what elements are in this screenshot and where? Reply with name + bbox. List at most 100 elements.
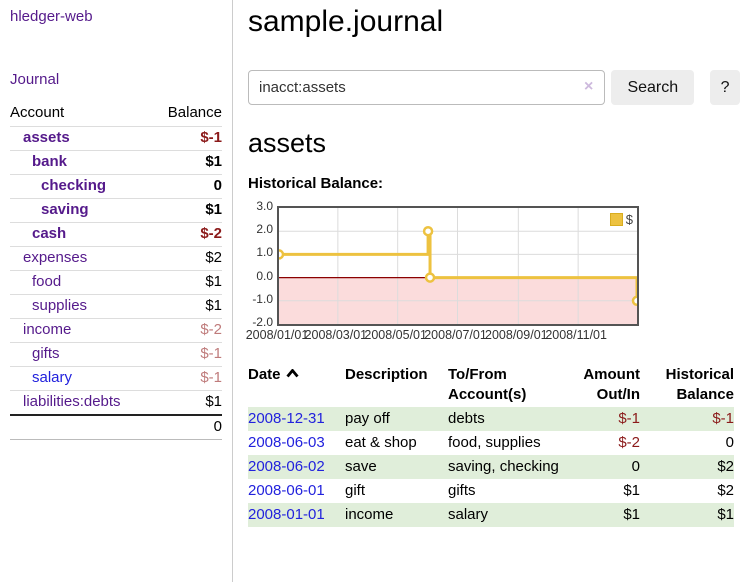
register-row: 2008-01-01 income salary $1 $1 [248,503,734,527]
account-row: salary $-1 [10,366,222,391]
account-row: gifts $-1 [10,342,222,367]
sort-asc-icon [285,368,299,378]
account-row: checking 0 [10,174,222,199]
account-link-assets[interactable]: assets [23,129,70,146]
legend-label: $ [625,212,633,227]
x-axis-tick-label: 2008/11/01 [545,328,607,342]
page-title: sample.journal [248,5,444,38]
search-bar: × Search ? [248,70,740,105]
account-row: cash $-2 [10,222,222,247]
register-row: 2008-12-31 pay off debts $-1 $-1 [248,407,734,431]
transaction-description: income [345,506,394,523]
transaction-amount: $-1 [618,410,640,427]
legend-swatch-icon [609,213,623,226]
register-table: Date Description To/From Account(s) Amou… [248,363,734,527]
transaction-date-link[interactable]: 2008-01-01 [248,506,325,523]
search-button[interactable]: Search [611,70,695,105]
register-header-description: Description [345,366,428,383]
transaction-description: save [345,458,377,475]
transaction-balance: $2 [717,458,734,475]
transaction-date-link[interactable]: 2008-06-02 [248,458,325,475]
account-balance: $-2 [152,318,222,343]
accounts-header-account: Account [10,102,153,127]
account-row: bank $1 [10,150,222,175]
account-link-income[interactable]: income [23,321,72,338]
account-link-expenses[interactable]: expenses [23,249,88,266]
register-header-row: Date Description To/From Account(s) Amou… [248,363,734,407]
account-link-saving[interactable]: saving [41,201,89,218]
transaction-description: eat & shop [345,434,417,451]
chart-plot-area[interactable]: $ [277,206,639,326]
account-link-bank[interactable]: bank [32,153,68,170]
transaction-accounts: salary [448,506,489,523]
transaction-amount: 0 [631,458,640,475]
nav-journal-link[interactable]: Journal [10,71,60,88]
account-link-food[interactable]: food [32,273,62,290]
account-balance: $1 [152,294,222,319]
x-axis-tick-label: 2008/05/01 [364,328,427,342]
account-balance: $-1 [152,366,222,391]
chart-canvas [279,208,637,324]
register-header-date[interactable]: Date [248,363,345,407]
search-input[interactable] [248,70,606,105]
transaction-balance: $-1 [712,410,734,427]
register-row: 2008-06-03 eat & shop food, supplies $-2 0 [248,431,734,455]
account-balance: $1 [152,390,222,416]
account-row: supplies $1 [10,294,222,319]
account-link-liabilities-debts[interactable]: liabilities:debts [23,393,121,410]
transaction-date-link[interactable]: 2008-12-31 [248,410,325,427]
transaction-balance: $1 [717,506,734,523]
account-row: assets $-1 [10,126,222,151]
transaction-description: gift [345,482,366,499]
x-axis-tick-label: 2008/01/01 [245,328,309,342]
chart-legend: $ [609,212,633,227]
sidebar: hledger-web Journal Account Balance asse… [0,0,233,582]
transaction-accounts: saving, checking [448,458,559,475]
account-balance: 0 [152,174,222,199]
x-axis-tick-label: 2008/09/01 [485,328,548,342]
register-row: 2008-06-02 save saving, checking 0 $2 [248,455,734,479]
clear-search-icon[interactable]: × [584,78,594,95]
chart-heading: Historical Balance: [248,175,384,192]
account-row: expenses $2 [10,246,222,271]
accounts-total-value: 0 [152,414,222,440]
transaction-amount: $1 [623,506,640,523]
transaction-balance: $2 [717,482,734,499]
account-link-gifts[interactable]: gifts [32,345,60,362]
transaction-description: pay off [345,410,390,427]
transaction-accounts: debts [448,410,485,427]
y-axis-tick-label: -1.0 [252,291,273,306]
account-heading: assets [248,128,327,158]
transaction-amount: $-2 [618,434,640,451]
y-axis-tick-label: -2.0 [252,315,273,329]
y-axis-tick-label: 1.0 [256,245,273,260]
accounts-table: Account Balance assets $-1 bank $1 checking 0… [10,102,222,440]
x-axis-tick-label: 2008/03/01 [304,328,368,342]
accounts-header-row: Account Balance [10,102,222,127]
account-link-supplies[interactable]: supplies [32,297,88,314]
account-balance: $-1 [152,126,222,151]
register-header-amount: Amount Out/In [583,366,640,403]
account-row: liabilities:debts $1 [10,390,222,416]
register-header-tofrom: To/From Account(s) [448,366,527,403]
account-balance: $-2 [152,222,222,247]
register-header-balance: Historical Balance [665,366,734,403]
y-axis-tick-label: 3.0 [256,199,273,213]
help-button[interactable]: ? [710,70,740,105]
account-row: food $1 [10,270,222,295]
app-brand-link[interactable]: hledger-web [10,8,93,25]
transaction-accounts: food, supplies [448,434,541,451]
y-axis-tick-label: 0.0 [256,268,273,283]
account-row: saving $1 [10,198,222,223]
account-row: income $-2 [10,318,222,343]
account-link-cash[interactable]: cash [32,225,67,242]
account-link-salary[interactable]: salary [32,369,73,386]
accounts-header-balance: Balance [152,102,222,127]
transaction-date-link[interactable]: 2008-06-03 [248,434,325,451]
historical-balance-chart: $ 3.0 2.0 1.0 0.0 -1.0 -2.0 2008/01/01 2008/03/… [245,199,734,343]
y-axis-tick-label: 2.0 [256,222,273,237]
transaction-date-link[interactable]: 2008-06-01 [248,482,325,499]
account-balance: $1 [152,198,222,223]
account-link-checking[interactable]: checking [41,177,107,194]
x-axis-tick-label: 2008/07/01 [424,328,487,342]
